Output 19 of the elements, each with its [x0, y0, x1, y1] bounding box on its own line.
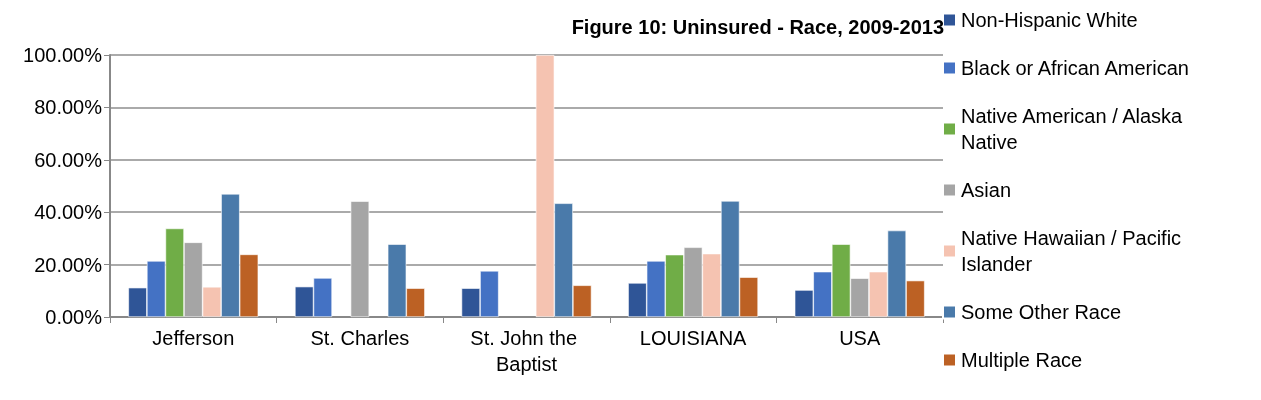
y-tick-label: 80.00%: [34, 96, 103, 119]
x-tick-label: Jefferson: [152, 327, 235, 349]
y-tick-label: 20.00%: [34, 253, 103, 276]
x-tick-label: LOUISIANA: [639, 327, 748, 349]
legend-label: Some Other Race: [961, 301, 1122, 323]
legend-label: Asian: [961, 179, 1012, 201]
legend-label: Native Hawaiian / Pacific Islander: [961, 227, 1187, 275]
x-tick-label: St. John the Baptist: [470, 327, 583, 375]
y-tick-label: 60.00%: [34, 148, 103, 171]
legend-label: Multiple Race: [961, 349, 1083, 371]
x-tick-label: St. Charles: [310, 327, 410, 349]
x-tick-label: USA: [839, 327, 881, 349]
y-tick-label: 100.00%: [23, 44, 103, 66]
chart-title: Figure 10: Uninsured - Race, 2009-2013: [571, 16, 944, 38]
y-tick-label: 40.00%: [34, 201, 103, 224]
legend-label: Black or African American: [961, 57, 1189, 79]
legend-label: Non-Hispanic White: [961, 9, 1138, 31]
y-tick-label: 0.00%: [45, 306, 103, 328]
legend-label: Native American / Alaska Native: [961, 105, 1188, 153]
